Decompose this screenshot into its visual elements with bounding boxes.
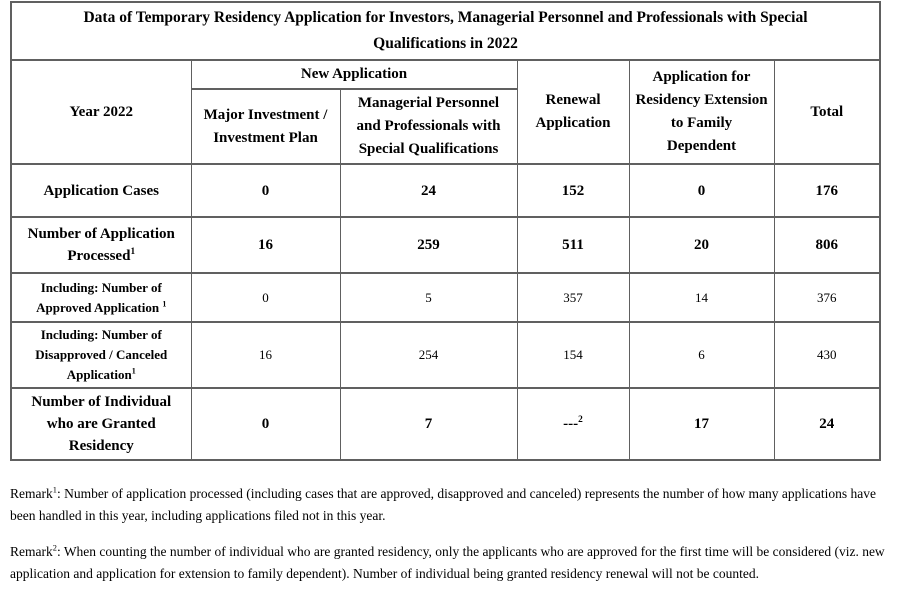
title-row: Data of Temporary Residency Application … (10, 1, 881, 61)
value-text: 154 (563, 347, 583, 362)
value-text: 24 (421, 182, 436, 199)
value-text: 806 (815, 237, 839, 253)
value-text: 20 (694, 237, 709, 253)
value-text: 259 (417, 237, 440, 253)
value-cell: ---2 (516, 387, 630, 461)
value-cell: 14 (628, 272, 775, 323)
superscript: 1 (162, 299, 167, 309)
header-major-investment: Major Investment / Investment Plan (190, 88, 341, 165)
value-cell: 357 (516, 272, 630, 323)
value-cell: 16 (190, 216, 341, 274)
value-text: 254 (418, 347, 439, 362)
row-approved-applications: Including: Number of Approved Applicatio… (10, 272, 881, 323)
value-cell: 0 (190, 387, 341, 461)
table-title: Data of Temporary Residency Application … (10, 1, 881, 61)
value-text: 0 (262, 289, 269, 305)
superscript: 1 (130, 247, 136, 257)
header-total: Total (773, 59, 881, 165)
row-label-text: Including: Number of Disapproved / Cance… (35, 327, 168, 382)
row-application-cases: Application Cases 0 24 152 0 176 (10, 163, 881, 218)
value-cell: 259 (339, 216, 518, 274)
header-managerial-professionals: Managerial Personnel and Professionals w… (339, 88, 518, 165)
row-label-text: Including: Number of Approved Applicatio… (36, 279, 163, 315)
row-applications-processed: Number of Application Processed1 16 259 … (10, 216, 881, 274)
row-label-application-cases: Application Cases (10, 163, 192, 218)
value-cell: 6 (628, 321, 775, 389)
remark-2: Remark2: When counting the number of ind… (10, 541, 894, 585)
value-cell: 0 (190, 272, 341, 323)
value-text: 376 (817, 289, 837, 305)
value-cell: 0 (190, 163, 341, 218)
row-label-applications-processed: Number of Application Processed1 (10, 216, 192, 274)
value-text: 152 (561, 182, 585, 199)
value-cell: 24 (339, 163, 518, 218)
value-cell: 20 (628, 216, 775, 274)
value-text: 176 (815, 182, 839, 199)
header-row-sub: Major Investment / Investment Plan Manag… (11, 88, 880, 165)
value-cell: 430 (773, 321, 881, 389)
remark-prefix: Remark (10, 544, 53, 559)
value-text: 511 (562, 237, 584, 253)
value-text: 16 (258, 237, 273, 253)
value-text: 0 (261, 416, 270, 432)
value-cell: 254 (339, 321, 518, 389)
value-text: 0 (261, 182, 270, 199)
row-label-disapproved-canceled: Including: Number of Disapproved / Cance… (10, 321, 192, 389)
superscript: 1 (131, 366, 136, 376)
value-text: --- (563, 416, 579, 432)
residency-application-table: Data of Temporary Residency Application … (10, 1, 882, 461)
value-cell: 7 (339, 387, 518, 461)
value-cell: 152 (516, 163, 630, 218)
remark-text: : Number of application processed (inclu… (10, 486, 877, 523)
row-label-individuals-granted: Number of Individual who are Granted Res… (10, 387, 192, 461)
superscript: 1 (52, 485, 57, 495)
remark-1: Remark1: Number of application processed… (10, 483, 894, 527)
remark-text: : When counting the number of individual… (10, 544, 885, 581)
row-label-text: Number of Individual who are Granted Res… (31, 394, 172, 454)
remark-prefix: Remark (10, 486, 53, 501)
header-row-top: Year 2022 New Application Renewal Applic… (10, 59, 881, 165)
header-family-dependent: Application for Residency Extension to F… (628, 59, 775, 165)
value-cell: 0 (628, 163, 775, 218)
value-text: 0 (697, 182, 706, 199)
value-cell: 806 (773, 216, 881, 274)
value-cell: 511 (516, 216, 630, 274)
header-new-application: New Application (190, 59, 518, 90)
row-individuals-granted-residency: Number of Individual who are Granted Res… (10, 387, 881, 461)
value-text: 16 (259, 347, 272, 362)
value-cell: 16 (190, 321, 341, 389)
value-text: 24 (819, 416, 835, 432)
value-cell: 154 (516, 321, 630, 389)
value-text: 5 (425, 289, 432, 305)
header-year: Year 2022 (10, 59, 192, 165)
value-text: 357 (563, 289, 583, 305)
remarks-section: Remark1: Number of application processed… (10, 483, 894, 596)
row-label-text: Application Cases (43, 182, 159, 199)
superscript: 2 (52, 543, 57, 553)
value-text: 6 (698, 347, 705, 362)
value-text: 17 (694, 416, 709, 432)
row-label-text: Number of Application Processed (27, 226, 175, 264)
value-cell: 17 (628, 387, 775, 461)
row-disapproved-canceled-applications: Including: Number of Disapproved / Cance… (10, 321, 881, 389)
value-cell: 376 (773, 272, 881, 323)
value-cell: 5 (339, 272, 518, 323)
table-title-line1: Data of Temporary Residency Application … (83, 9, 808, 26)
superscript: 2 (578, 415, 583, 425)
table-title-line2: Qualifications in 2022 (373, 35, 518, 52)
value-text: 14 (695, 289, 708, 305)
value-text: 430 (817, 347, 837, 362)
value-cell: 176 (773, 163, 881, 218)
value-cell: 24 (773, 387, 881, 461)
row-label-approved-applications: Including: Number of Approved Applicatio… (10, 272, 192, 323)
value-text: 7 (424, 416, 433, 432)
header-renewal-application: Renewal Application (516, 59, 630, 165)
